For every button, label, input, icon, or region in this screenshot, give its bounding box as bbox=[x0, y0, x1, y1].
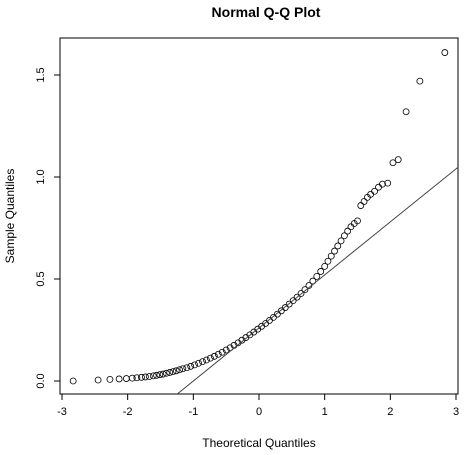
data-point bbox=[199, 358, 206, 366]
data-point bbox=[357, 202, 365, 209]
data-point bbox=[69, 377, 77, 385]
data-point bbox=[340, 232, 348, 240]
data-point bbox=[159, 370, 167, 378]
data-point bbox=[402, 108, 410, 116]
y-axis: 0.0 0.5 1.0 1.5 bbox=[35, 67, 60, 389]
data-point bbox=[285, 300, 293, 308]
data-point bbox=[321, 262, 329, 270]
data-point bbox=[133, 374, 141, 382]
data-point bbox=[195, 359, 202, 367]
data-point bbox=[327, 252, 335, 260]
data-point bbox=[163, 369, 170, 377]
data-point bbox=[115, 375, 123, 383]
reference-line bbox=[176, 166, 459, 395]
data-point bbox=[354, 217, 361, 225]
x-tick-label: 0 bbox=[256, 406, 262, 418]
data-point bbox=[317, 268, 325, 275]
data-point bbox=[207, 354, 214, 362]
data-point bbox=[273, 310, 281, 318]
data-point bbox=[122, 375, 130, 382]
y-axis-label: Sample Quantiles bbox=[3, 169, 17, 264]
data-point bbox=[334, 242, 342, 250]
chart-title: Normal Q-Q Plot bbox=[212, 4, 321, 20]
data-point bbox=[187, 362, 195, 370]
data-point bbox=[222, 346, 230, 354]
x-axis-label: Theoretical Quantiles bbox=[202, 436, 315, 450]
y-tick-label: 1.5 bbox=[35, 67, 47, 82]
data-point bbox=[166, 369, 174, 376]
data-point bbox=[371, 187, 378, 195]
data-point bbox=[214, 350, 222, 358]
data-point bbox=[416, 77, 424, 85]
data-point bbox=[210, 352, 218, 360]
data-point bbox=[281, 304, 289, 311]
x-axis: -3 -2 -1 0 1 2 3 bbox=[57, 394, 459, 418]
data-point bbox=[179, 365, 187, 373]
data-point bbox=[337, 237, 345, 245]
data-point bbox=[156, 371, 164, 379]
x-tick-label: 2 bbox=[387, 406, 393, 418]
data-point bbox=[218, 348, 226, 356]
data-point bbox=[344, 227, 352, 235]
data-point bbox=[441, 49, 449, 56]
plot-area bbox=[69, 49, 459, 395]
data-point bbox=[128, 374, 136, 382]
data-point bbox=[301, 286, 309, 294]
data-point bbox=[379, 180, 386, 188]
data-point bbox=[94, 376, 102, 384]
data-point bbox=[149, 372, 157, 380]
data-point bbox=[313, 272, 321, 280]
data-point bbox=[324, 257, 332, 265]
data-point bbox=[153, 371, 160, 379]
data-point bbox=[384, 179, 392, 187]
data-point bbox=[375, 183, 382, 191]
data-point bbox=[293, 293, 301, 301]
data-point bbox=[394, 156, 402, 164]
data-point bbox=[141, 373, 149, 381]
data-point bbox=[145, 373, 153, 380]
data-point bbox=[169, 368, 177, 376]
data-point bbox=[138, 373, 145, 381]
data-point bbox=[297, 290, 305, 297]
x-tick-label: 1 bbox=[322, 406, 328, 418]
data-point bbox=[172, 367, 180, 375]
data-point bbox=[106, 375, 114, 383]
x-tick-label: -3 bbox=[57, 406, 67, 418]
y-tick-label: 0.5 bbox=[35, 271, 47, 286]
data-point bbox=[183, 364, 191, 372]
data-point bbox=[360, 198, 368, 205]
data-point bbox=[347, 223, 355, 231]
y-tick-label: 1.0 bbox=[35, 169, 47, 184]
data-point bbox=[289, 297, 297, 305]
data-point bbox=[176, 366, 183, 374]
data-point bbox=[191, 361, 199, 369]
data-point bbox=[331, 247, 338, 255]
data-point bbox=[203, 356, 210, 364]
x-tick-label: -2 bbox=[123, 406, 133, 418]
x-tick-label: 3 bbox=[453, 406, 459, 418]
data-point bbox=[389, 159, 397, 167]
y-tick-label: 0.0 bbox=[35, 373, 47, 388]
x-tick-label: -1 bbox=[188, 406, 198, 418]
data-points bbox=[69, 49, 449, 385]
